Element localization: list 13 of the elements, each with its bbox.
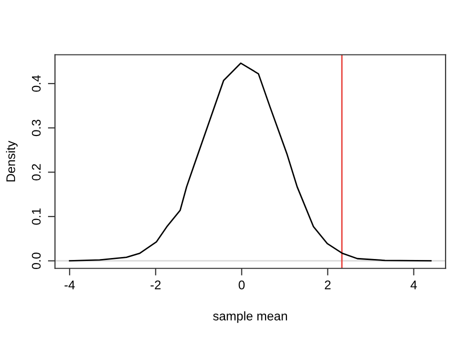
- x-tick-label: 4: [410, 280, 417, 290]
- x-tick-label: -2: [150, 280, 161, 290]
- line-series: [68, 62, 432, 262]
- x-tick-label: -4: [64, 280, 75, 290]
- y-tick-label: 0.1: [32, 208, 41, 225]
- y-tick-label: 0.0: [32, 252, 41, 270]
- x-tick-label: 2: [324, 280, 331, 290]
- x-tick-label: 0: [238, 280, 245, 290]
- y-axis-title: Density: [6, 140, 18, 182]
- y-tick-label: 0.2: [32, 164, 41, 180]
- y-tick-label: 0.3: [32, 120, 41, 136]
- x-axis-title: sample mean: [213, 311, 287, 323]
- y-tick-label: 0.4: [32, 75, 41, 92]
